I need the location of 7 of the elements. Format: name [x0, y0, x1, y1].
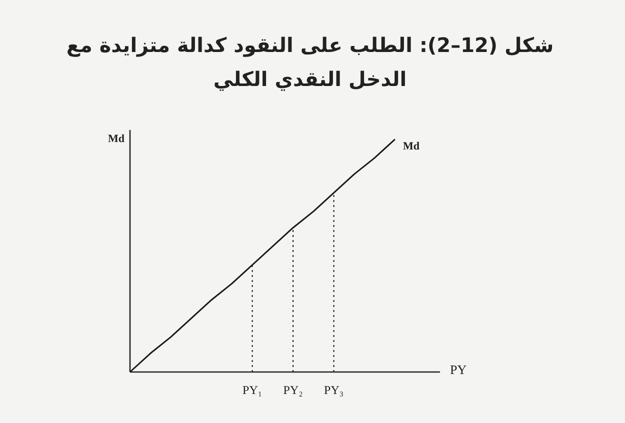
x-tick-label: PY₃ [324, 383, 344, 397]
series-label: Md [402, 140, 420, 152]
x-tick-label: PY₂ [283, 383, 303, 397]
y-axis-title: Md [108, 133, 124, 145]
chart-title: شكل (12–2): الطلب على النقود كدالة متزايدة مع الدخل النقدي الكلي [65, 32, 555, 93]
x-axis-title: PY [450, 362, 468, 377]
x-tick-label: PY₁ [242, 383, 262, 397]
